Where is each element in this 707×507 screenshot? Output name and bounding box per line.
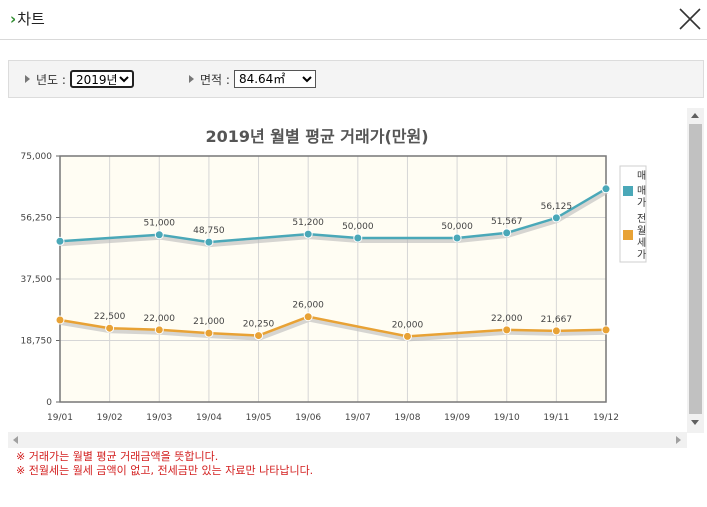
- data-point: [353, 233, 363, 243]
- data-point: [551, 213, 561, 223]
- scroll-left-arrow-icon[interactable]: [13, 436, 18, 444]
- y-tick-label: 75,000: [21, 152, 53, 162]
- data-point: [502, 228, 512, 238]
- data-label: 26,000: [292, 301, 324, 311]
- y-tick-label: 37,500: [21, 275, 53, 285]
- data-label: 50,000: [441, 222, 473, 232]
- title-text: 차트: [17, 10, 45, 28]
- data-point: [452, 233, 462, 243]
- data-point: [303, 229, 313, 239]
- data-point: [204, 328, 214, 338]
- x-tick-label: 19/04: [196, 413, 222, 423]
- data-point: [402, 331, 412, 341]
- scroll-up-arrow-icon[interactable]: [691, 113, 699, 118]
- legend-box: [619, 165, 647, 263]
- data-label: 21,000: [193, 317, 225, 327]
- area-label: 면적 :: [200, 72, 230, 87]
- notes: ※ 거래가는 월별 평균 거래금액을 뜻합니다. ※ 전월세는 월세 금액이 없…: [16, 450, 313, 478]
- area-filter: 면적 : 84.64㎡: [189, 70, 316, 88]
- data-point: [55, 236, 65, 246]
- legend-label: 전: [637, 213, 646, 225]
- data-label: 22,500: [94, 312, 126, 322]
- data-point: [154, 230, 164, 240]
- horizontal-scrollbar[interactable]: [8, 432, 687, 448]
- data-point: [601, 325, 611, 335]
- legend-swatch: [623, 186, 633, 196]
- data-point: [105, 323, 115, 333]
- data-point: [303, 312, 313, 322]
- data-label: 22,000: [491, 314, 523, 324]
- close-icon[interactable]: [677, 6, 703, 32]
- scroll-right-arrow-icon[interactable]: [676, 436, 681, 444]
- note-line: ※ 거래가는 월별 평균 거래금액을 뜻합니다.: [16, 450, 219, 463]
- legend-label: 가: [637, 249, 646, 261]
- legend-label: 매: [637, 185, 646, 197]
- x-tick-label: 19/10: [494, 413, 520, 423]
- line-chart: 2019년 월별 평균 거래가(만원) 19/01 19/02 19/03 19/04…: [8, 108, 687, 432]
- x-tick-label: 19/08: [394, 413, 420, 423]
- area-select[interactable]: 84.64㎡: [233, 70, 316, 88]
- filter-bar: 년도 : 2019년 면적 : 84.64㎡: [8, 60, 704, 98]
- scroll-down-arrow-icon[interactable]: [691, 420, 699, 425]
- chart-scroll-area[interactable]: 2019년 월별 평균 거래가(만원) 19/01 19/02 19/03 19/04…: [8, 108, 704, 448]
- data-point: [204, 237, 214, 247]
- year-select[interactable]: 2019년: [69, 70, 134, 88]
- y-tick-label: 18,750: [21, 337, 53, 347]
- window-header: ›차트: [0, 0, 707, 40]
- plot-border: [59, 155, 607, 403]
- x-tick-label: 19/02: [97, 413, 123, 423]
- chart-title: 2019년 월별 평균 거래가(만원): [205, 127, 428, 146]
- data-point: [154, 325, 164, 335]
- window-title: ›차트: [10, 8, 45, 29]
- year-label: 년도 :: [36, 72, 66, 87]
- vertical-scroll-thumb[interactable]: [689, 124, 702, 414]
- x-tick-label: 19/12: [593, 413, 619, 423]
- x-tick-label: 19/07: [345, 413, 371, 423]
- data-label: 21,667: [541, 315, 573, 325]
- x-tick-label: 19/11: [543, 413, 569, 423]
- x-tick-label: 19/09: [444, 413, 470, 423]
- triangle-right-icon: [189, 75, 194, 83]
- x-tick-label: 19/03: [146, 413, 172, 423]
- data-point: [254, 331, 264, 341]
- series-line-jeonwolse: [59, 315, 607, 338]
- x-tick-label: 19/06: [295, 413, 321, 423]
- year-filter: 년도 : 2019년: [25, 70, 134, 88]
- data-label: 20,000: [392, 320, 424, 330]
- data-label: 22,000: [144, 314, 176, 324]
- data-label: 51,000: [144, 219, 176, 229]
- data-point: [601, 184, 611, 194]
- data-label: 20,250: [243, 320, 275, 330]
- data-point: [502, 325, 512, 335]
- x-tick-label: 19/05: [246, 413, 272, 423]
- vertical-scrollbar[interactable]: [687, 108, 704, 433]
- note-line: ※ 전월세는 월세 금액이 없고, 전세금만 있는 자료만 나타납니다.: [16, 464, 314, 477]
- legend-label: 세: [637, 237, 646, 249]
- data-label: 51,567: [491, 217, 523, 227]
- y-tick-label: 0: [46, 398, 52, 408]
- y-tick-label: 56,250: [21, 214, 53, 224]
- series-line-shadow: [60, 317, 608, 342]
- chevron-right-icon: ›: [10, 10, 17, 28]
- x-tick-label: 19/01: [47, 413, 73, 423]
- data-label: 48,750: [193, 226, 225, 236]
- data-point: [551, 326, 561, 336]
- data-label: 50,000: [342, 222, 374, 232]
- legend-label: 가: [637, 197, 646, 209]
- data-label: 51,200: [292, 218, 324, 228]
- legend-swatch: [623, 230, 633, 240]
- data-label: 56,125: [541, 202, 573, 212]
- triangle-right-icon: [25, 75, 30, 83]
- legend-label: 월: [637, 225, 646, 237]
- legend-header: 매: [637, 170, 646, 182]
- data-point: [55, 315, 65, 325]
